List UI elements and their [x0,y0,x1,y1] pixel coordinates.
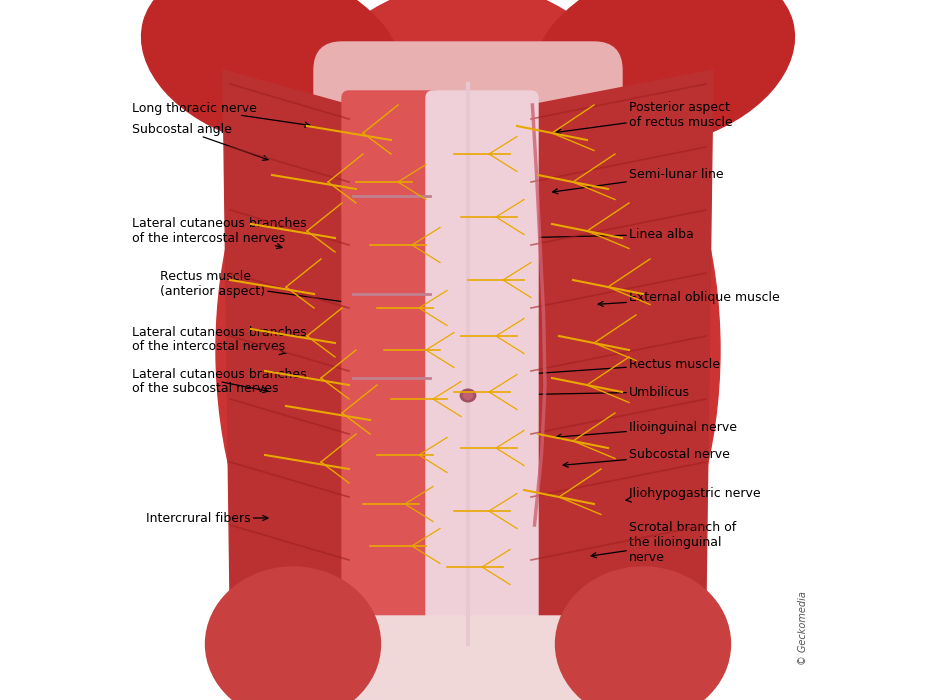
Ellipse shape [461,389,475,402]
Polygon shape [223,70,349,644]
Text: Lateral cutaneous branches
of the intercostal nerves: Lateral cutaneous branches of the interc… [132,326,307,355]
FancyBboxPatch shape [342,91,440,651]
Ellipse shape [463,391,473,399]
Text: Rectus muscle
(anterior aspect): Rectus muscle (anterior aspect) [160,270,358,306]
Ellipse shape [141,0,402,147]
Polygon shape [314,616,622,700]
FancyBboxPatch shape [426,91,538,651]
Polygon shape [531,70,713,644]
Text: Ilioinguinal nerve: Ilioinguinal nerve [556,421,737,440]
Text: Rectus muscle: Rectus muscle [525,358,720,377]
Ellipse shape [555,567,730,700]
Text: Long thoracic nerve: Long thoracic nerve [132,102,310,127]
Text: Semi-lunar line: Semi-lunar line [552,169,724,194]
Text: Iliohypogastric nerve: Iliohypogastric nerve [626,487,761,502]
Text: Posterior aspect
of rectus muscle: Posterior aspect of rectus muscle [556,102,733,134]
Text: Lateral cutaneous branches
of the subcostal nerves: Lateral cutaneous branches of the subcos… [132,368,307,395]
Text: © Geckomedia: © Geckomedia [797,591,808,665]
Text: Subcostal angle: Subcostal angle [132,123,268,160]
FancyBboxPatch shape [314,42,622,693]
Text: Intercrural fibers: Intercrural fibers [146,512,268,524]
Text: External oblique muscle: External oblique muscle [598,291,780,307]
Text: Umbilicus: Umbilicus [475,386,690,398]
Text: Scrotal branch of
the ilioinguinal
nerve: Scrotal branch of the ilioinguinal nerve [592,521,737,564]
Text: Subcostal nerve: Subcostal nerve [563,449,730,467]
Ellipse shape [216,0,720,700]
Text: Lateral cutaneous branches
of the intercostal nerves: Lateral cutaneous branches of the interc… [132,217,307,248]
Text: Linea alba: Linea alba [514,228,694,241]
Ellipse shape [534,0,795,147]
Ellipse shape [206,567,381,700]
